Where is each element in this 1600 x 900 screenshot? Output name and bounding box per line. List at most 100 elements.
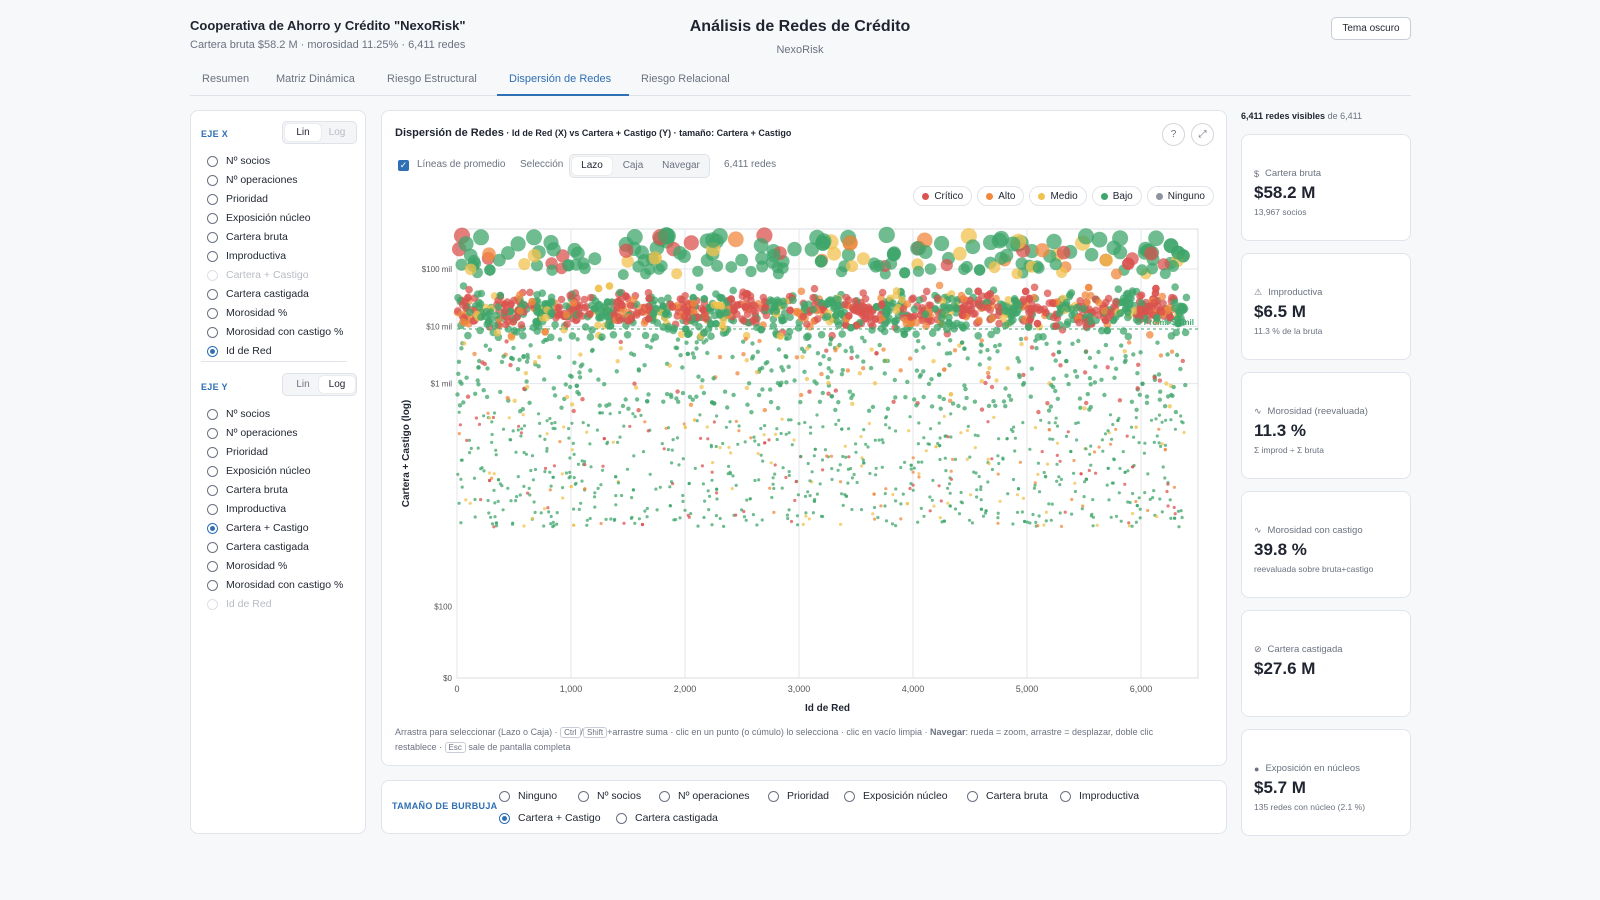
data-point[interactable] [501,354,506,359]
data-point[interactable] [803,420,807,425]
data-point[interactable] [1074,374,1080,379]
data-point[interactable] [1069,449,1073,454]
data-point[interactable] [479,498,483,502]
data-point[interactable] [1117,398,1123,403]
data-point[interactable] [491,415,495,420]
data-point[interactable] [631,488,635,492]
x-axis-option-improductiva[interactable]: Improductiva [207,248,286,264]
data-point[interactable] [1033,426,1038,430]
data-point[interactable] [644,289,653,297]
data-point[interactable] [1134,416,1138,420]
data-point[interactable] [721,441,725,446]
data-point[interactable] [1058,511,1062,515]
data-point[interactable] [753,478,757,483]
data-point[interactable] [678,353,683,358]
data-point[interactable] [498,389,503,395]
data-point[interactable] [520,427,524,431]
data-point[interactable] [770,495,774,500]
data-point[interactable] [618,410,622,415]
data-point[interactable] [619,243,634,258]
data-point[interactable] [464,498,468,502]
data-point[interactable] [662,447,666,451]
data-point[interactable] [509,499,513,503]
data-point[interactable] [841,248,856,262]
data-point[interactable] [1169,418,1173,422]
data-point[interactable] [756,392,762,398]
data-point[interactable] [931,359,936,364]
data-point[interactable] [862,461,866,465]
data-point[interactable] [1129,399,1135,404]
data-point[interactable] [1048,404,1054,409]
data-point[interactable] [1005,366,1010,371]
data-point[interactable] [457,403,463,408]
data-point[interactable] [966,296,974,305]
data-point[interactable] [1138,507,1142,511]
data-point[interactable] [530,454,535,458]
data-point[interactable] [482,247,496,261]
data-point[interactable] [476,365,481,370]
data-point[interactable] [969,310,978,318]
data-point[interactable] [854,442,858,446]
data-point[interactable] [845,368,851,373]
data-point[interactable] [818,482,822,486]
data-point[interactable] [506,307,515,316]
tab-riesgo-relacional[interactable]: Riesgo Relacional [641,73,730,85]
data-point[interactable] [1099,377,1104,382]
data-point[interactable] [564,394,570,400]
data-point[interactable] [949,477,954,481]
data-point[interactable] [596,486,600,490]
data-point[interactable] [1057,340,1062,345]
data-point[interactable] [879,504,883,508]
data-point[interactable] [877,438,881,442]
data-point[interactable] [884,487,888,491]
data-point[interactable] [1123,354,1128,359]
data-point[interactable] [615,359,620,364]
data-point[interactable] [459,381,464,386]
data-point[interactable] [459,521,463,525]
data-point[interactable] [1152,489,1156,493]
data-point[interactable] [936,341,941,347]
data-point[interactable] [807,389,812,394]
data-point[interactable] [1124,308,1132,316]
data-point[interactable] [718,516,722,521]
y-scale-log[interactable]: Log [319,376,355,393]
data-point[interactable] [1051,437,1055,441]
data-point[interactable] [1084,477,1088,481]
data-point[interactable] [632,381,637,386]
data-point[interactable] [959,431,963,435]
data-point[interactable] [979,487,983,492]
data-point[interactable] [1135,386,1140,391]
data-point[interactable] [524,359,530,364]
data-point[interactable] [911,488,915,492]
data-point[interactable] [993,344,998,349]
data-point[interactable] [823,312,832,321]
data-point[interactable] [1094,471,1098,475]
data-point[interactable] [915,296,924,304]
data-point[interactable] [659,302,667,310]
data-point[interactable] [683,425,687,429]
data-point[interactable] [1044,510,1048,514]
data-point[interactable] [942,414,946,418]
data-point[interactable] [515,367,521,372]
data-point[interactable] [1182,293,1191,302]
data-point[interactable] [893,395,898,400]
data-point[interactable] [459,282,468,290]
data-point[interactable] [517,321,526,329]
data-point[interactable] [674,396,679,401]
data-point[interactable] [1169,516,1173,520]
data-point[interactable] [633,309,641,317]
data-point[interactable] [455,392,460,397]
data-point[interactable] [1047,502,1051,506]
data-point[interactable] [628,424,632,428]
data-point[interactable] [849,355,854,361]
data-point[interactable] [524,452,528,456]
data-point[interactable] [891,318,899,326]
data-point[interactable] [473,229,489,246]
data-point[interactable] [1122,359,1128,365]
data-point[interactable] [572,523,576,527]
data-point[interactable] [1011,268,1023,280]
data-point[interactable] [864,442,868,446]
data-point[interactable] [908,415,912,419]
data-point[interactable] [492,311,501,320]
data-point[interactable] [918,304,927,312]
